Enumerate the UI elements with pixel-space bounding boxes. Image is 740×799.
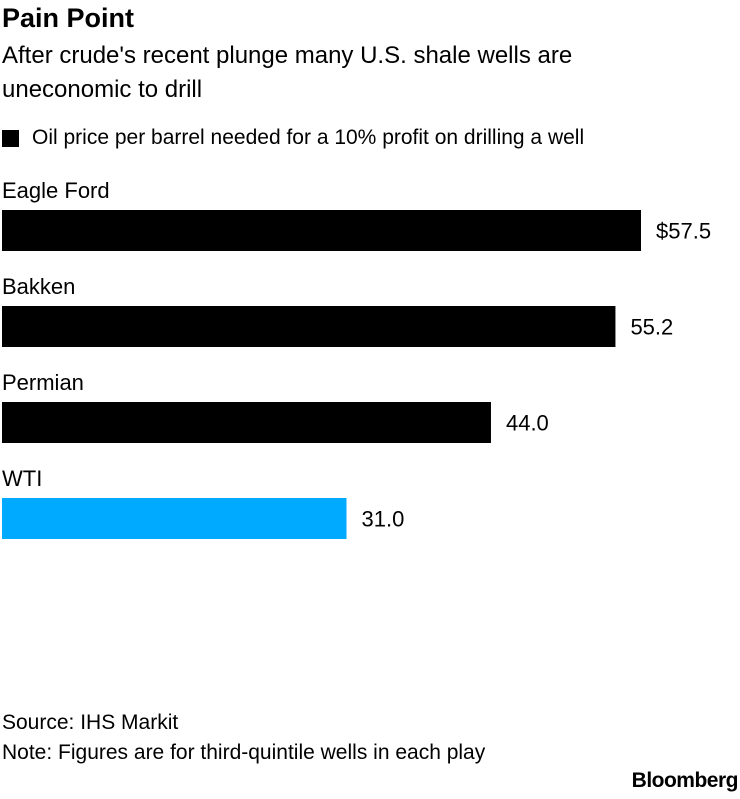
value-label-wti: 31.0 (362, 507, 405, 532)
footer: Source: IHS Markit Note: Figures are for… (2, 708, 562, 768)
category-label-permian: Permian (2, 370, 84, 395)
category-label-eagle-ford: Eagle Ford (2, 178, 110, 203)
bar-eagle-ford (2, 210, 641, 251)
bar-chart: Eagle Ford $57.5 Bakken 55.2 Permian 44.0 WTI 3… (2, 178, 711, 539)
value-label-permian: 44.0 (506, 411, 549, 436)
methodology-note: Note: Figures are for third-quintile wel… (2, 741, 486, 764)
bar-bakken (2, 306, 616, 347)
source-note: Source: IHS Markit (2, 711, 179, 734)
category-label-bakken: Bakken (2, 274, 75, 299)
category-label-wti: WTI (2, 466, 42, 491)
bar-permian (2, 402, 491, 443)
value-label-bakken: 55.2 (630, 315, 673, 340)
chart-title: Pain Point (2, 3, 135, 33)
bloomberg-logo: Bloomberg (631, 769, 739, 792)
value-label-eagle-ford: $57.5 (656, 219, 711, 244)
legend: Oil price per barrel needed for a 10% pr… (2, 124, 584, 152)
chart-subtitle: After crude's recent plunge many U.S. sh… (2, 42, 573, 103)
bar-wti (2, 498, 347, 539)
legend-swatch (2, 129, 19, 147)
legend-label: Oil price per barrel needed for a 10% pr… (32, 126, 585, 149)
